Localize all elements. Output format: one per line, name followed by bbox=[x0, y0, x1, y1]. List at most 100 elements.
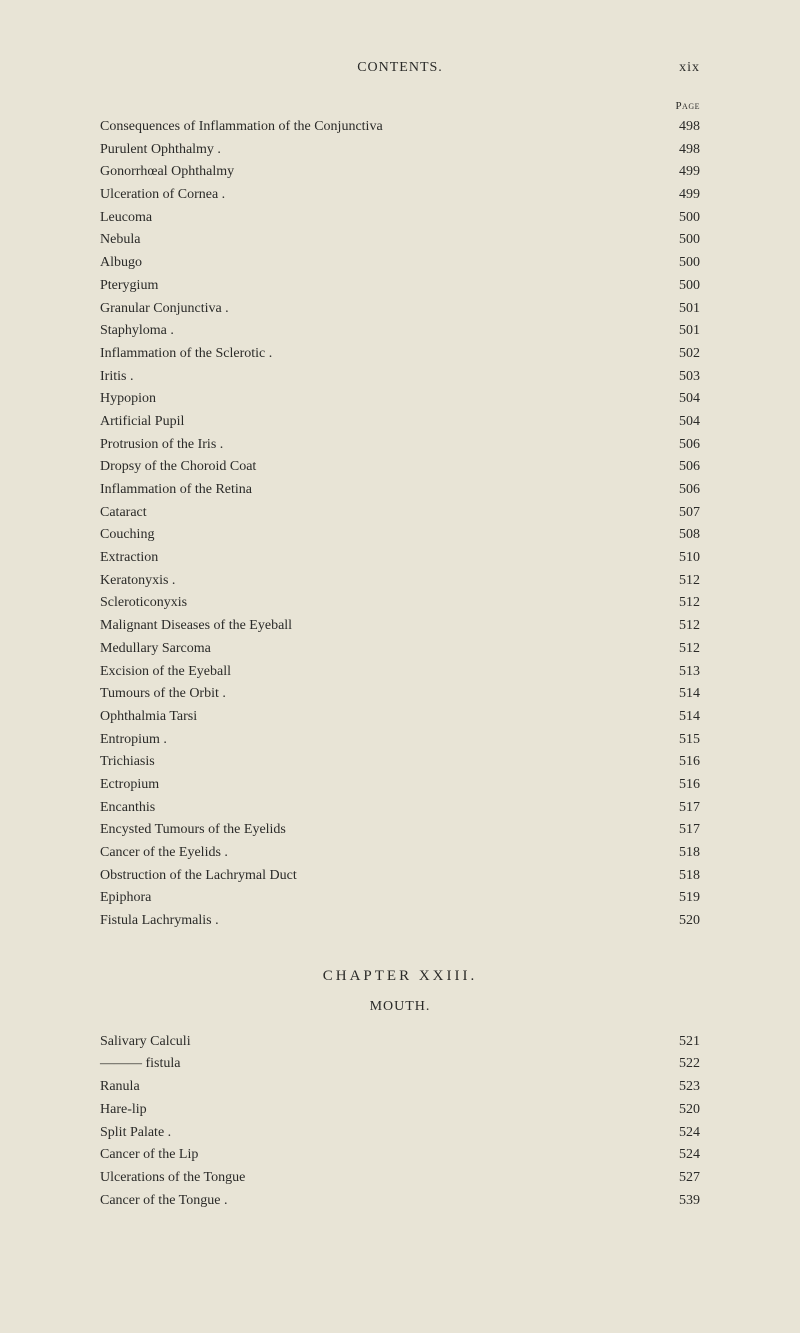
toc-entry-page: 527 bbox=[660, 1167, 700, 1189]
toc-top-section: Consequences of Inflammation of the Conj… bbox=[100, 116, 700, 932]
toc-entry-title: Artificial Pupil bbox=[100, 411, 184, 433]
toc-entry-page: 516 bbox=[660, 774, 700, 796]
toc-entry-page: 512 bbox=[660, 615, 700, 637]
toc-entry-page: 517 bbox=[660, 797, 700, 819]
toc-entry: Cataract 507 bbox=[100, 502, 700, 524]
toc-entry-title: Cancer of the Eyelids . bbox=[100, 842, 228, 864]
toc-entry: Obstruction of the Lachrymal Duct 518 bbox=[100, 865, 700, 887]
toc-entry: Cancer of the Lip 524 bbox=[100, 1144, 700, 1166]
toc-entry-page: 524 bbox=[660, 1122, 700, 1144]
toc-entry: Hare-lip 520 bbox=[100, 1099, 700, 1121]
toc-entry: Hypopion504 bbox=[100, 388, 700, 410]
toc-entry-page: 510 bbox=[660, 547, 700, 569]
toc-entry-page: 512 bbox=[660, 638, 700, 660]
toc-entry-title: Scleroticonyxis bbox=[100, 592, 187, 614]
toc-entry: Scleroticonyxis512 bbox=[100, 592, 700, 614]
toc-entry-page: 501 bbox=[660, 298, 700, 320]
toc-entry-title: Ranula bbox=[100, 1076, 140, 1098]
toc-entry-page: 506 bbox=[660, 479, 700, 501]
toc-entry-title: Malignant Diseases of the Eyeball bbox=[100, 615, 292, 637]
toc-entry-title: Medullary Sarcoma bbox=[100, 638, 211, 660]
toc-entry-title: Salivary Calculi bbox=[100, 1031, 191, 1053]
toc-entry-title: Inflammation of the Retina bbox=[100, 479, 252, 501]
toc-entry-page: 514 bbox=[660, 706, 700, 728]
toc-entry: Epiphora 519 bbox=[100, 887, 700, 909]
toc-entry-title: Cancer of the Lip bbox=[100, 1144, 198, 1166]
toc-entry-page: 498 bbox=[660, 139, 700, 161]
toc-entry-page: 512 bbox=[660, 570, 700, 592]
toc-entry: Ranula 523 bbox=[100, 1076, 700, 1098]
toc-entry: Albugo500 bbox=[100, 252, 700, 274]
toc-entry: Inflammation of the Retina 506 bbox=[100, 479, 700, 501]
toc-entry-title: Obstruction of the Lachrymal Duct bbox=[100, 865, 297, 887]
toc-entry-title: Couching bbox=[100, 524, 154, 546]
toc-entry-page: 520 bbox=[660, 1099, 700, 1121]
toc-entry-title: Ectropium bbox=[100, 774, 159, 796]
toc-entry: Excision of the Eyeball513 bbox=[100, 661, 700, 683]
toc-entry-page: 500 bbox=[660, 207, 700, 229]
toc-entry: Fistula Lachrymalis .520 bbox=[100, 910, 700, 932]
toc-entry: Encanthis 517 bbox=[100, 797, 700, 819]
toc-entry-page: 504 bbox=[660, 388, 700, 410]
toc-entry-page: 500 bbox=[660, 275, 700, 297]
toc-bottom-section: Salivary Calculi521——— fistula522Ranula5… bbox=[100, 1031, 700, 1212]
toc-entry-page: 502 bbox=[660, 343, 700, 365]
toc-entry: ——— fistula 522 bbox=[100, 1053, 700, 1075]
toc-entry-title: Nebula bbox=[100, 229, 140, 251]
toc-entry-title: ——— fistula bbox=[100, 1053, 181, 1075]
toc-entry: Purulent Ophthalmy .498 bbox=[100, 139, 700, 161]
toc-entry-title: Dropsy of the Choroid Coat bbox=[100, 456, 256, 478]
page-column-label: Page bbox=[100, 100, 700, 112]
toc-entry-title: Extraction bbox=[100, 547, 158, 569]
toc-entry-title: Encysted Tumours of the Eyelids bbox=[100, 819, 286, 841]
toc-entry: Tumours of the Orbit . 514 bbox=[100, 683, 700, 705]
toc-entry-title: Ulcerations of the Tongue bbox=[100, 1167, 245, 1189]
toc-entry-page: 507 bbox=[660, 502, 700, 524]
toc-entry: Ophthalmia Tarsi514 bbox=[100, 706, 700, 728]
toc-entry-page: 503 bbox=[660, 366, 700, 388]
toc-entry-title: Cataract bbox=[100, 502, 147, 524]
toc-entry: Split Palate .524 bbox=[100, 1122, 700, 1144]
toc-entry-page: 506 bbox=[660, 434, 700, 456]
toc-entry-title: Protrusion of the Iris . bbox=[100, 434, 223, 456]
toc-entry-title: Entropium . bbox=[100, 729, 167, 751]
toc-entry-page: 524 bbox=[660, 1144, 700, 1166]
toc-entry-title: Tumours of the Orbit . bbox=[100, 683, 226, 705]
toc-entry-page: 517 bbox=[660, 819, 700, 841]
toc-entry-page: 498 bbox=[660, 116, 700, 138]
toc-entry-title: Granular Conjunctiva . bbox=[100, 298, 229, 320]
toc-entry: Consequences of Inflammation of the Conj… bbox=[100, 116, 700, 138]
toc-entry: Cancer of the Eyelids .518 bbox=[100, 842, 700, 864]
toc-entry-page: 515 bbox=[660, 729, 700, 751]
toc-entry-page: 519 bbox=[660, 887, 700, 909]
toc-entry-title: Gonorrhœal Ophthalmy bbox=[100, 161, 234, 183]
toc-entry-title: Pterygium bbox=[100, 275, 158, 297]
toc-entry: Ulceration of Cornea .499 bbox=[100, 184, 700, 206]
toc-entry-title: Hare-lip bbox=[100, 1099, 147, 1121]
toc-entry-title: Inflammation of the Sclerotic . bbox=[100, 343, 272, 365]
toc-entry: Malignant Diseases of the Eyeball 512 bbox=[100, 615, 700, 637]
toc-entry: Encysted Tumours of the Eyelids 517 bbox=[100, 819, 700, 841]
toc-entry-page: 513 bbox=[660, 661, 700, 683]
toc-entry-page: 539 bbox=[660, 1190, 700, 1212]
toc-entry-title: Encanthis bbox=[100, 797, 155, 819]
toc-entry-page: 518 bbox=[660, 865, 700, 887]
toc-entry-title: Staphyloma . bbox=[100, 320, 174, 342]
toc-entry: Pterygium 500 bbox=[100, 275, 700, 297]
toc-entry-page: 522 bbox=[660, 1053, 700, 1075]
toc-entry: Dropsy of the Choroid Coat506 bbox=[100, 456, 700, 478]
toc-entry: Protrusion of the Iris . 506 bbox=[100, 434, 700, 456]
toc-entry: Artificial Pupil 504 bbox=[100, 411, 700, 433]
toc-entry: Entropium . 515 bbox=[100, 729, 700, 751]
toc-entry-page: 523 bbox=[660, 1076, 700, 1098]
toc-entry: Staphyloma . 501 bbox=[100, 320, 700, 342]
toc-entry-page: 499 bbox=[660, 184, 700, 206]
toc-entry: Inflammation of the Sclerotic . 502 bbox=[100, 343, 700, 365]
toc-entry-page: 514 bbox=[660, 683, 700, 705]
toc-entry-page: 504 bbox=[660, 411, 700, 433]
toc-entry-title: Epiphora bbox=[100, 887, 151, 909]
toc-entry-page: 508 bbox=[660, 524, 700, 546]
toc-entry-page: 501 bbox=[660, 320, 700, 342]
section-heading: MOUTH. bbox=[100, 999, 700, 1015]
toc-entry: Ectropium 516 bbox=[100, 774, 700, 796]
